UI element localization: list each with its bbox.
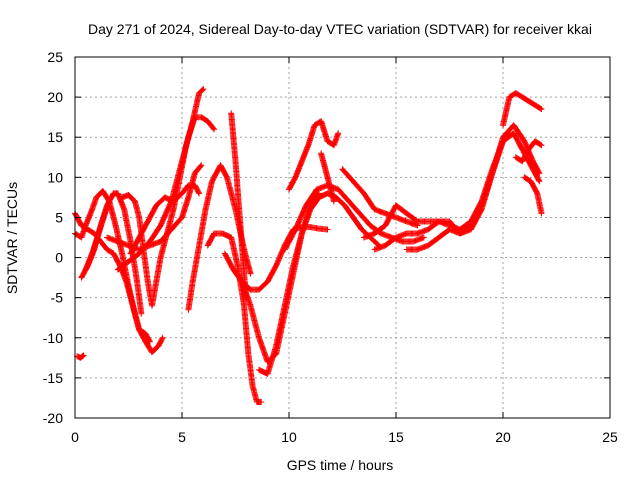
y-tick-label: -20 [43, 410, 63, 426]
x-tick-label: 0 [71, 429, 79, 445]
series-marker-path [500, 90, 545, 129]
x-axis-label: GPS time / hours [287, 457, 394, 473]
y-axis-label: SDTVAR / TECUs [4, 182, 20, 294]
series-arc-16 [286, 118, 342, 193]
series-marker-path [286, 118, 342, 193]
series-marker-path [72, 210, 166, 356]
series-arc-12 [228, 110, 250, 301]
series-arc-9 [127, 182, 203, 257]
series-marker-path [204, 230, 265, 405]
series-marker-path [281, 182, 427, 253]
series-arc-22 [403, 130, 543, 253]
series-marker-path [228, 110, 250, 301]
series-marker-path [339, 166, 421, 229]
y-tick-label: 15 [47, 129, 63, 145]
y-tick-label: -15 [43, 370, 63, 386]
series-marker-path [104, 162, 205, 253]
data-marks [72, 86, 545, 405]
series-marker-path [403, 130, 543, 253]
series-arc-25 [521, 174, 545, 217]
y-tick-label: 10 [47, 169, 63, 185]
series-arc-15 [256, 190, 382, 377]
y-tick-label: -10 [43, 330, 63, 346]
series-marker-path [74, 352, 87, 361]
y-tick-label: 5 [55, 209, 63, 225]
y-tick-label: 25 [47, 49, 63, 65]
plot-frame [74, 56, 611, 419]
x-tick-label: 10 [281, 429, 297, 445]
series-arc-19 [339, 166, 421, 229]
series-arc-23 [500, 90, 545, 129]
y-tick-label: -5 [51, 290, 64, 306]
series-arc-11 [204, 230, 265, 405]
series-arc-18 [281, 182, 427, 253]
y-tick-label: 0 [55, 250, 63, 266]
chart-title: Day 271 of 2024, Sidereal Day-to-day VTE… [88, 21, 592, 37]
x-tick-label: 25 [602, 429, 618, 445]
series-marker-path [521, 174, 545, 217]
series-arc-24 [512, 138, 545, 165]
x-tick-label: 15 [388, 429, 404, 445]
series-arc-1 [74, 352, 87, 361]
axis-ticks: 0 5 10 15 20 25 -20 -15 -10 -5 0 5 10 15 20 25 [43, 49, 618, 445]
series-marker-path [256, 190, 382, 377]
series-arc-2 [72, 210, 166, 356]
x-tick-label: 20 [495, 429, 511, 445]
series-marker-path [512, 138, 545, 165]
y-tick-label: 20 [47, 89, 63, 105]
series-arc-7 [104, 162, 205, 253]
x-tick-label: 5 [178, 429, 186, 445]
series-marker-path [82, 198, 113, 273]
series-marker-path [127, 182, 203, 257]
series-arc-5 [82, 198, 113, 273]
